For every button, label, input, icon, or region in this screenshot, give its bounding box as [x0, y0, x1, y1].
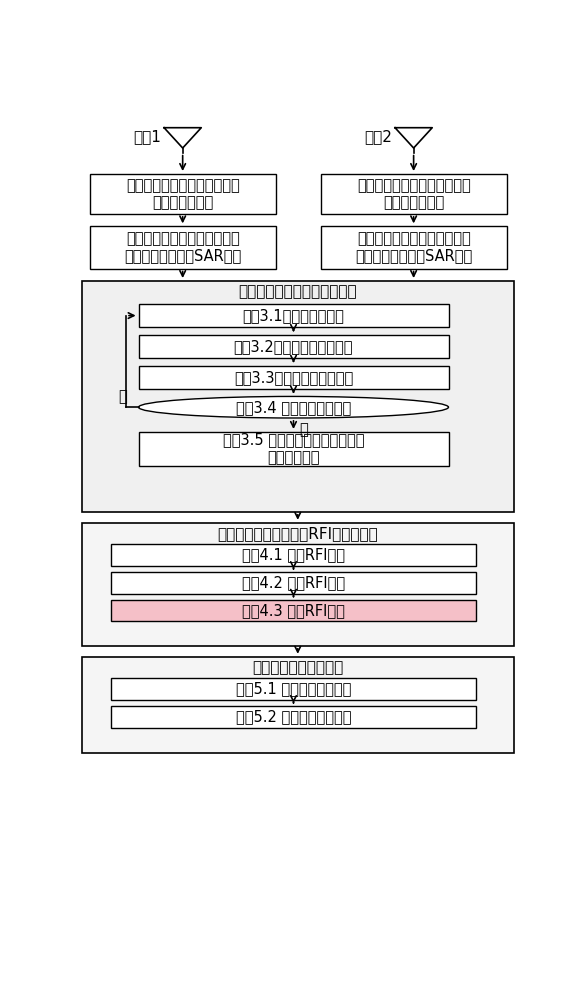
Text: 否: 否: [119, 389, 127, 404]
Text: 步骤4.1 检测RFI信号: 步骤4.1 检测RFI信号: [242, 548, 345, 563]
Text: 第三步，基于时域图像的配准: 第三步，基于时域图像的配准: [238, 284, 357, 299]
Text: 步骤5.2 残留相位误差校正: 步骤5.2 残留相位误差校正: [236, 709, 352, 724]
Text: 第五步，残留误差校正: 第五步，残留误差校正: [252, 660, 343, 675]
Text: 步骤3.2估计通道间时间误差: 步骤3.2估计通道间时间误差: [234, 339, 353, 354]
Text: 步骤4.2 抑制RFI幅度: 步骤4.2 抑制RFI幅度: [242, 575, 345, 590]
Text: 步骤5.1 残留幅度误差校正: 步骤5.1 残留幅度误差校正: [236, 682, 351, 697]
Text: 步骤4.3 抑制RFI相位: 步骤4.3 抑制RFI相位: [242, 603, 345, 618]
Bar: [112, 600, 476, 621]
Bar: [89, 226, 275, 269]
Bar: [112, 572, 476, 594]
Text: 通道1: 通道1: [133, 129, 161, 144]
Bar: [82, 281, 514, 512]
Bar: [138, 432, 449, 466]
Text: 第二步，基于校正后时频域回
波的距离谱均衡和SAR成像: 第二步，基于校正后时频域回 波的距离谱均衡和SAR成像: [355, 231, 472, 264]
Bar: [138, 335, 449, 358]
Bar: [112, 544, 476, 566]
Text: 第二步，基于校正后时频域回
波的距离谱均衡和SAR成像: 第二步，基于校正后时频域回 波的距离谱均衡和SAR成像: [124, 231, 241, 264]
Text: 第四步，基于时频域的RFI检测及抑制: 第四步，基于时频域的RFI检测及抑制: [217, 526, 378, 541]
Text: 第一步，基于回波的接收机频
率特性误差校正: 第一步，基于回波的接收机频 率特性误差校正: [126, 178, 239, 210]
Bar: [138, 366, 449, 389]
Text: 步骤3.1选取感兴趣区域: 步骤3.1选取感兴趣区域: [242, 308, 345, 323]
Text: 通道2: 通道2: [364, 129, 392, 144]
Bar: [89, 174, 275, 214]
Text: 第一步，基于回波的接收机频
率特性误差校正: 第一步，基于回波的接收机频 率特性误差校正: [357, 178, 471, 210]
Bar: [321, 174, 507, 214]
Text: 步骤3.3估计通道间相位误差: 步骤3.3估计通道间相位误差: [234, 370, 353, 385]
Bar: [112, 678, 476, 700]
Bar: [138, 304, 449, 327]
Text: 步骤3.4 判断循环是否结束: 步骤3.4 判断循环是否结束: [236, 400, 351, 415]
Bar: [82, 523, 514, 646]
Text: 是: 是: [300, 422, 309, 437]
Bar: [112, 706, 476, 728]
Bar: [321, 226, 507, 269]
Ellipse shape: [138, 396, 449, 418]
Bar: [82, 657, 514, 753]
Text: 步骤3.5 获得配准后的时域图像和
时频域干涉图: 步骤3.5 获得配准后的时域图像和 时频域干涉图: [223, 433, 364, 465]
